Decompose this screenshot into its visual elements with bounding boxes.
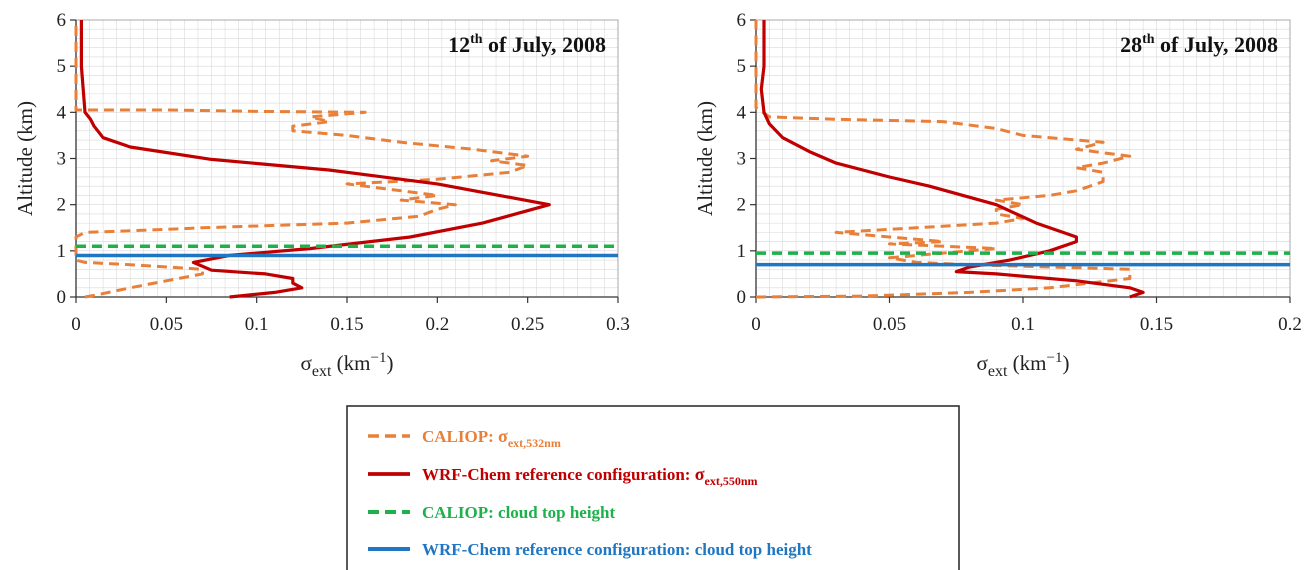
legend-label-wrf-cth: WRF-Chem reference configuration: cloud … — [422, 540, 812, 559]
legend: CALIOP: σext,532nm WRF-Chem reference con… — [346, 405, 960, 570]
chart-title: 12th of July, 2008 — [448, 32, 606, 57]
x-tick-label: 0.2 — [1278, 314, 1302, 335]
series-wrf-ext — [79, 20, 551, 299]
y-tick-label: 6 — [737, 10, 747, 31]
y-axis-label: Altitude (km) — [693, 101, 717, 216]
y-tick-label: 0 — [57, 287, 67, 308]
chart-28-july: 0 1 2 3 4 5 6 0 0.05 0.1 0.15 0.2 Altitude (km) σext … — [693, 10, 1302, 380]
x-tick-label: 0.15 — [330, 314, 363, 335]
x-tick-label: 0 — [751, 314, 761, 335]
x-tick-label: 0.1 — [245, 314, 269, 335]
y-tick-label: 4 — [57, 102, 67, 123]
series-caliop-ext — [74, 20, 530, 299]
x-tick-label: 0.25 — [511, 314, 544, 335]
legend-label-caliop-cth: CALIOP: cloud top height — [422, 503, 615, 522]
x-tick-label: 0.2 — [425, 314, 449, 335]
chart-title: 28th of July, 2008 — [1120, 32, 1278, 57]
x-tick-label: 0.05 — [150, 314, 183, 335]
y-axis-label: Altitude (km) — [13, 101, 37, 216]
y-tick-label: 2 — [737, 195, 747, 216]
y-tick-label: 1 — [737, 241, 747, 262]
x-tick-label: 0.3 — [606, 314, 630, 335]
y-tick-label: 1 — [57, 241, 67, 262]
y-tick-label: 6 — [57, 10, 67, 31]
y-tick-label: 3 — [737, 149, 747, 170]
y-tick-label: 5 — [57, 56, 67, 77]
legend-label-wrf-ext: WRF-Chem reference configuration: σext,5… — [422, 464, 758, 488]
chart-12-july: 0 1 2 3 4 5 6 0 0.05 0.1 0.15 0.2 0.25 0.3 Altitude (k… — [13, 10, 630, 380]
series-wrf-ext — [759, 20, 1145, 299]
y-tick-label: 0 — [737, 287, 747, 308]
x-tick-label: 0 — [71, 314, 81, 335]
y-tick-label: 4 — [737, 102, 747, 123]
x-axis-label: σext (km−1) — [977, 350, 1070, 380]
y-tick-label: 2 — [57, 195, 67, 216]
x-tick-label: 0.05 — [873, 314, 906, 335]
x-tick-label: 0.15 — [1140, 314, 1173, 335]
legend-label-caliop-ext: CALIOP: σext,532nm — [422, 426, 561, 450]
legend-box — [346, 405, 960, 570]
x-axis-label: σext (km−1) — [301, 350, 394, 380]
y-tick-label: 5 — [737, 56, 747, 77]
y-tick-label: 3 — [57, 149, 67, 170]
x-tick-label: 0.1 — [1011, 314, 1035, 335]
